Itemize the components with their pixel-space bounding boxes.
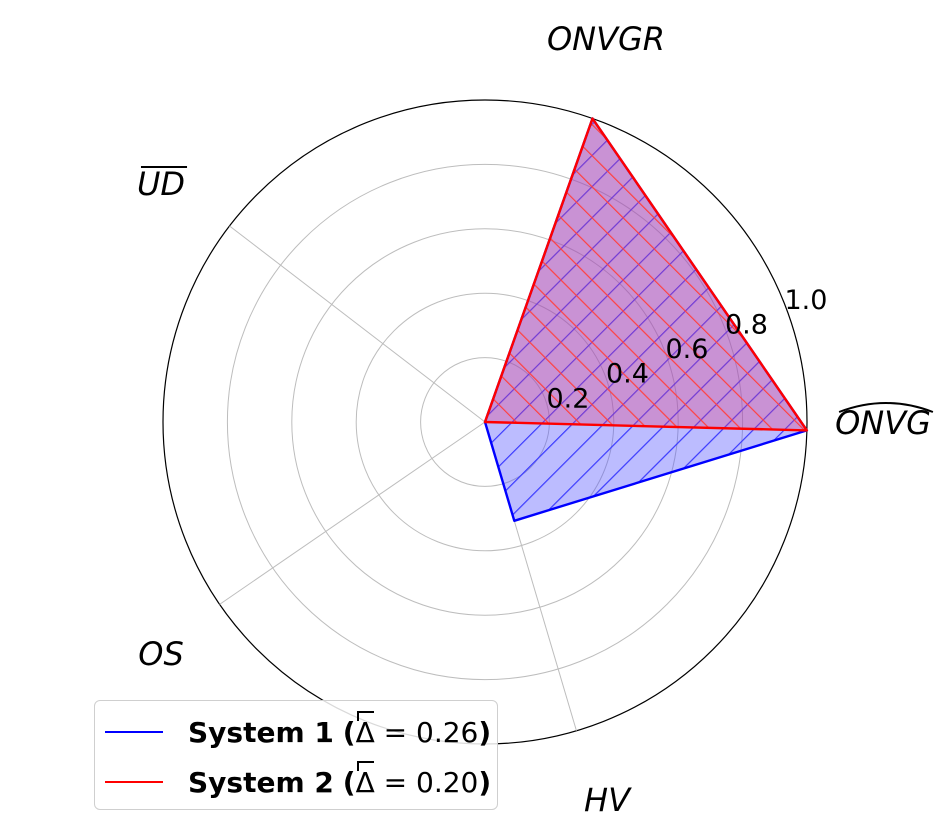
axis-labels: ONVG ONVGR UD OS HV <box>137 20 934 819</box>
axis-label-ud-bar: UD <box>137 165 185 203</box>
legend-label-system-2: System 2 (Δ = 0.20) <box>188 760 492 799</box>
axis-label-hv: HV <box>584 781 632 819</box>
series-outline-2 <box>483 117 809 432</box>
series-layer <box>483 117 809 522</box>
radial-tick-label: 0.2 <box>546 383 589 414</box>
legend-line-system-2 <box>105 781 163 783</box>
grid-spoke <box>229 225 486 423</box>
legend-item-system-2: System 2 (Δ = 0.20) <box>105 760 492 802</box>
legend-label-system-1: System 1 (Δ = 0.26) <box>188 710 492 749</box>
hat-mark <box>838 402 934 413</box>
radial-ticks: 0.2 0.4 0.6 0.8 1.0 <box>546 285 827 415</box>
legend: System 1 (Δ = 0.26) System 2 (Δ = 0.20) <box>94 700 498 810</box>
axis-label-onvg-hat: ONVG <box>835 404 931 442</box>
radial-tick-label: 0.4 <box>606 359 649 390</box>
axis-label-os: OS <box>138 635 184 673</box>
radial-tick-label: 1.0 <box>784 285 827 316</box>
radial-tick-label: 0.6 <box>665 334 708 365</box>
radial-tick-label: 0.8 <box>725 309 768 340</box>
axis-label-onvgr: ONVGR <box>547 20 665 58</box>
legend-item-system-1: System 1 (Δ = 0.26) <box>105 710 492 752</box>
grid-spoke <box>219 421 486 605</box>
legend-line-system-1 <box>105 731 163 733</box>
